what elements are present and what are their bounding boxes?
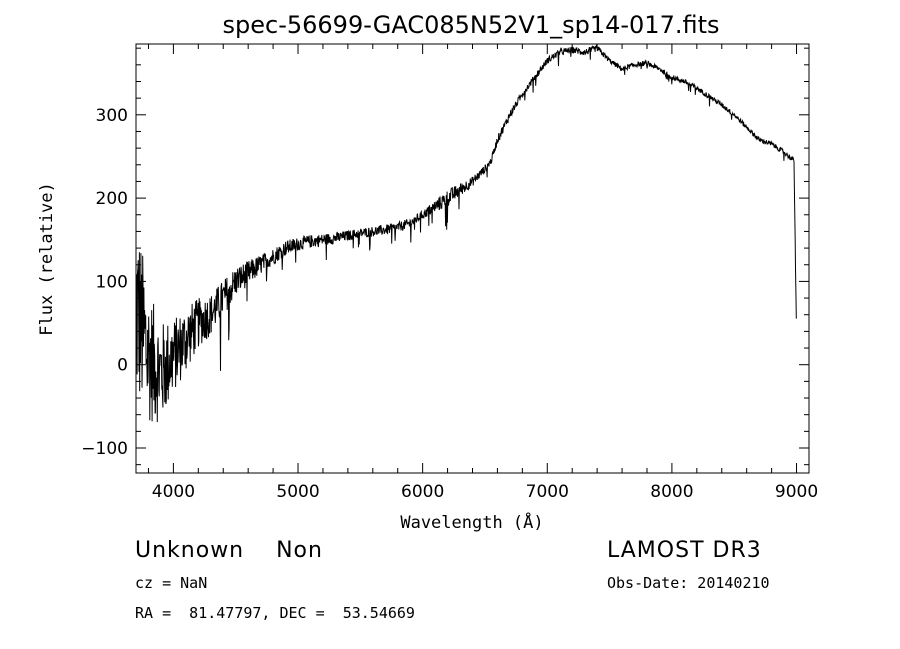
- obs-date: Obs-Date: 20140210: [607, 574, 770, 592]
- survey-name: LAMOST DR3: [607, 538, 762, 563]
- object-class: Unknown Non: [135, 538, 323, 563]
- y-tick-label: 100: [96, 272, 128, 292]
- y-tick-label: 200: [96, 189, 128, 209]
- spectrum-chart: spec-56699-GAC085N52V1_sp14-017.fits 400…: [37, 11, 818, 533]
- x-tick-labels: 4000 5000 6000 7000 8000 9000: [152, 482, 818, 502]
- x-tick-label: 5000: [276, 482, 319, 502]
- y-tick-label: 300: [96, 106, 128, 126]
- spectrum-line: [135, 44, 797, 423]
- axis-ticks: [136, 44, 809, 473]
- x-tick-label: 7000: [526, 482, 569, 502]
- x-tick-label: 6000: [401, 482, 444, 502]
- x-axis-label: Wavelength (Å): [400, 511, 543, 533]
- chart-title: spec-56699-GAC085N52V1_sp14-017.fits: [223, 11, 720, 39]
- x-tick-label: 8000: [650, 482, 693, 502]
- plot-frame: [135, 43, 810, 474]
- x-tick-label: 9000: [775, 482, 818, 502]
- y-tick-label: 0: [117, 356, 128, 376]
- y-tick-labels: −100 0 100 200 300: [81, 106, 128, 459]
- y-tick-label: −100: [81, 439, 128, 459]
- coordinates-text: RA = 81.47797, DEC = 53.54669: [135, 604, 415, 622]
- y-axis-label: Flux (relative): [37, 182, 57, 336]
- x-tick-label: 4000: [152, 482, 195, 502]
- redshift-text: cz = NaN: [135, 574, 208, 592]
